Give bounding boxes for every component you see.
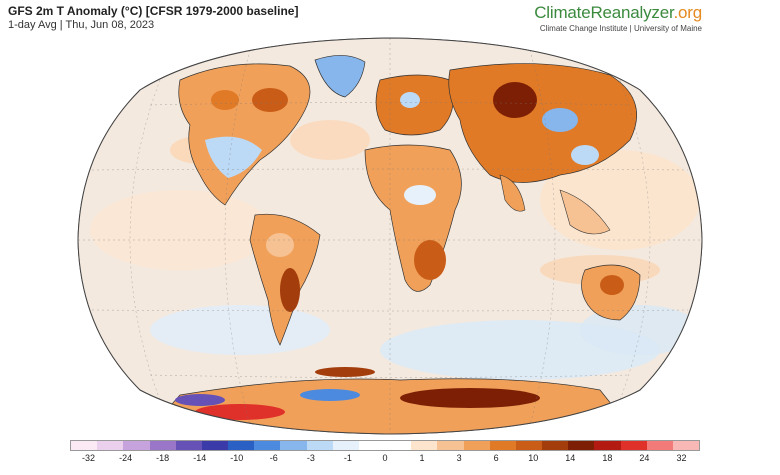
legend-tick-label: -14: [193, 453, 207, 463]
legend-swatch: [228, 441, 255, 450]
legend-tick-label: 14: [565, 453, 576, 463]
legend-swatch: [437, 441, 464, 450]
legend-swatch: [489, 441, 516, 450]
legend-tick-label: -1: [343, 453, 352, 463]
legend-tick-label: 1: [419, 453, 425, 463]
legend-tick-label: -10: [230, 453, 244, 463]
legend-swatch: [123, 441, 150, 450]
map-subtitle: 1-day Avg | Thu, Jun 08, 2023: [8, 19, 155, 31]
legend-swatch: [280, 441, 307, 450]
legend-swatch: [542, 441, 569, 450]
legend-tick-label: -6: [269, 453, 278, 463]
legend-swatch: [201, 441, 229, 450]
legend-swatch: [646, 441, 673, 450]
legend-swatch: [594, 441, 621, 450]
legend-swatch: [463, 441, 490, 450]
legend-swatch: [175, 441, 202, 450]
legend-swatch: [620, 441, 647, 450]
legend-swatch: [306, 441, 333, 450]
legend-swatch: [71, 441, 98, 450]
legend-tick-label: 10: [528, 453, 539, 463]
brand-name-main: ClimateReanalyzer: [534, 3, 674, 22]
legend-ticks: -32 -24 -18 -14 -10 -6 -3 -1 0 1 3 6 10 14 18 24 32: [70, 453, 700, 467]
legend-swatch: [149, 441, 176, 450]
legend-tick-label: -3: [306, 453, 315, 463]
brand-block: ClimateReanalyzer.org Climate Change Ins…: [534, 3, 702, 33]
legend-swatch: [568, 441, 595, 450]
legend-swatch: [515, 441, 543, 450]
brand-name-suffix: .org: [673, 3, 703, 22]
legend-swatch: [672, 441, 700, 450]
legend-tick-label: 32: [676, 453, 687, 463]
legend-tick-label: -18: [156, 453, 170, 463]
legend-tick-label: -24: [119, 453, 133, 463]
brand-tagline: Climate Change Institute | University of…: [539, 24, 702, 33]
legend-tick-label: 3: [456, 453, 462, 463]
legend-swatch: [385, 441, 412, 450]
legend-swatch: [358, 441, 386, 450]
legend-tick-label: 24: [639, 453, 650, 463]
legend-tick-label: 18: [602, 453, 613, 463]
legend-swatch: [411, 441, 438, 450]
legend-tick-label: 0: [382, 453, 388, 463]
brand-logo[interactable]: ClimateReanalyzer.org: [534, 3, 702, 23]
color-legend: [70, 440, 700, 451]
map-title: GFS 2m T Anomaly (°C) [CFSR 1979-2000 ba…: [8, 4, 299, 18]
anomaly-field: [78, 38, 702, 434]
legend-swatch: [332, 441, 359, 450]
legend-tick-label: 6: [493, 453, 499, 463]
legend-swatch: [254, 441, 281, 450]
legend-tick-label: -32: [82, 453, 96, 463]
greenland: [314, 55, 366, 98]
legend-swatch: [97, 441, 124, 450]
